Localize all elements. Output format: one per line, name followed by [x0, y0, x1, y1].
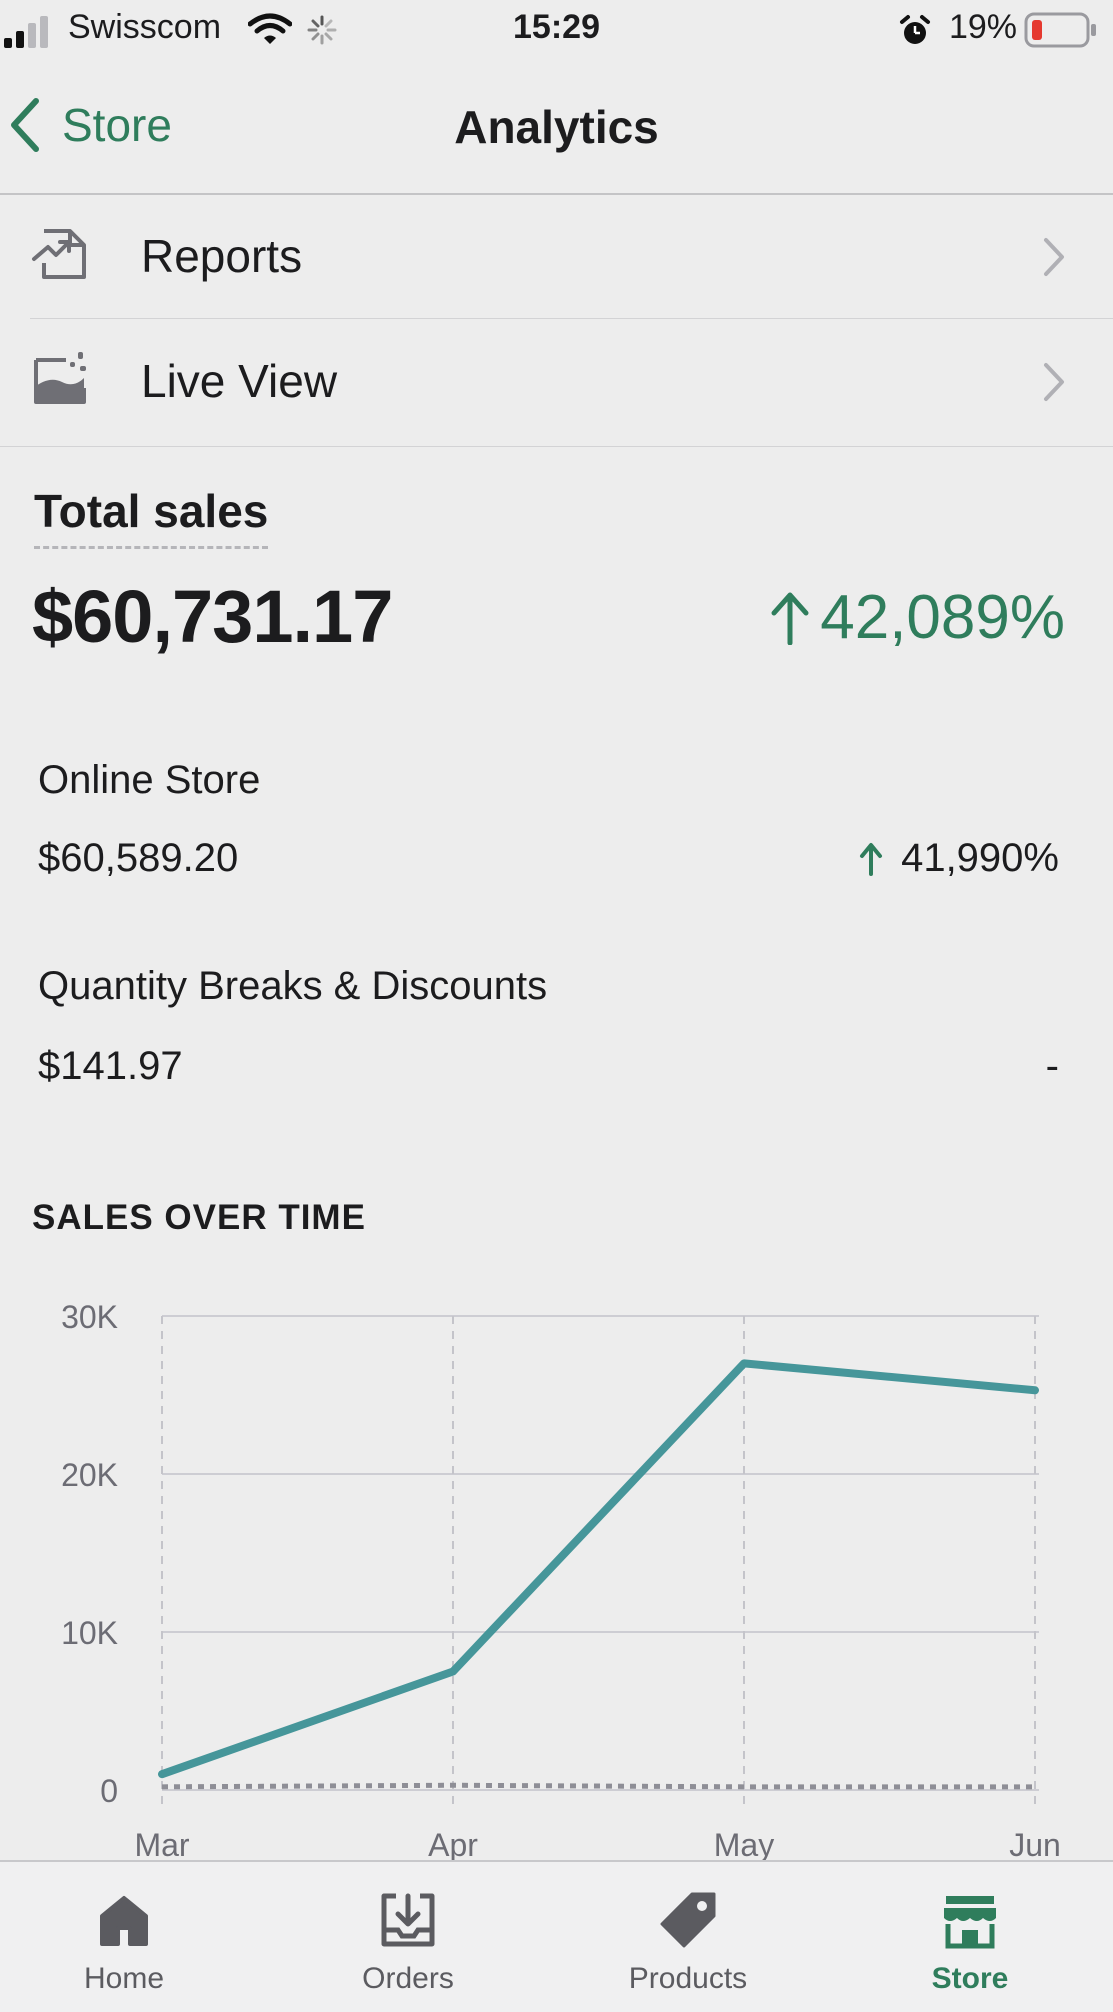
live-view-icon — [30, 348, 90, 408]
status-time: 15:29 — [0, 8, 1113, 47]
total-sales-label[interactable]: Total sales — [34, 484, 268, 549]
products-tag-icon — [658, 1890, 718, 1950]
comparison-series-line — [162, 1785, 1035, 1787]
home-icon — [94, 1890, 154, 1950]
menu-divider — [30, 318, 1113, 319]
channel-change-value: 41,990% — [901, 836, 1059, 881]
sales-over-time-chart[interactable]: 0 10K 20K 30K Mar Apr May Jun — [0, 1290, 1113, 1860]
tab-label: Home — [34, 1962, 214, 1996]
channel-change: - — [1046, 1044, 1059, 1089]
battery-icon — [1024, 12, 1098, 48]
total-sales-value: $60,731.17 — [32, 574, 392, 659]
menu-item-reports[interactable]: Reports — [0, 195, 1113, 320]
chart-title: SALES OVER TIME — [32, 1198, 366, 1238]
status-bar: Swisscom 15:29 19% — [0, 0, 1113, 60]
channel-name: Online Store — [38, 758, 260, 803]
chevron-right-icon — [1043, 362, 1065, 402]
chevron-right-icon — [1043, 237, 1065, 277]
x-tick-label: May — [714, 1827, 774, 1860]
total-sales-change-value: 42,089% — [820, 582, 1065, 653]
y-tick-label: 30K — [61, 1299, 118, 1335]
tab-bar: Home Orders Products Store — [0, 1860, 1113, 2012]
arrow-up-icon — [859, 842, 883, 876]
y-tick-label: 10K — [61, 1615, 118, 1651]
alarm-icon — [898, 14, 932, 48]
arrow-up-icon — [770, 591, 810, 645]
page-title: Analytics — [0, 100, 1113, 154]
x-tick-label: Apr — [428, 1827, 478, 1860]
navigation-bar: Store Analytics — [0, 60, 1113, 195]
channel-name: Quantity Breaks & Discounts — [38, 964, 547, 1009]
orders-icon — [378, 1890, 438, 1950]
tab-label: Store — [880, 1962, 1060, 1996]
menu-item-label: Live View — [141, 354, 337, 408]
menu-item-label: Reports — [141, 229, 302, 283]
sales-series-line — [162, 1363, 1035, 1774]
channel-change-value: - — [1046, 1044, 1059, 1089]
tab-home[interactable]: Home — [34, 1862, 214, 2012]
menu-item-live-view[interactable]: Live View — [0, 320, 1113, 445]
channel-value: $60,589.20 — [38, 836, 238, 881]
channel-value: $141.97 — [38, 1044, 183, 1089]
tab-products[interactable]: Products — [598, 1862, 778, 2012]
channel-change: 41,990% — [859, 836, 1059, 881]
section-divider — [0, 446, 1113, 447]
battery-percent: 19% — [949, 8, 1017, 47]
tab-label: Products — [598, 1962, 778, 1996]
x-tick-label: Mar — [134, 1827, 189, 1860]
x-tick-label: Jun — [1009, 1827, 1061, 1860]
tab-orders[interactable]: Orders — [318, 1862, 498, 2012]
store-icon — [940, 1890, 1000, 1950]
reports-icon — [30, 223, 90, 283]
total-sales-change: 42,089% — [770, 582, 1065, 653]
tab-store[interactable]: Store — [880, 1862, 1060, 2012]
y-tick-label: 20K — [61, 1457, 118, 1493]
tab-label: Orders — [318, 1962, 498, 1996]
y-tick-label: 0 — [100, 1773, 118, 1809]
